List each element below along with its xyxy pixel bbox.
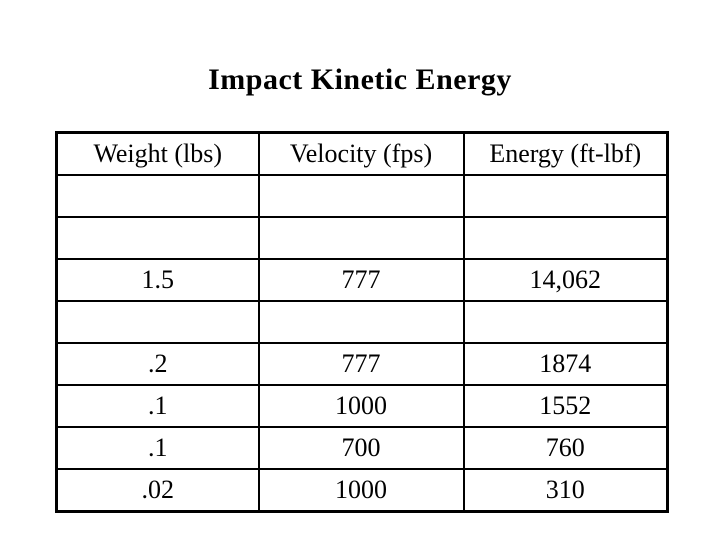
table-cell bbox=[462, 216, 669, 260]
table-row: .02 1000 310 bbox=[55, 468, 669, 513]
table-cell: .02 bbox=[55, 468, 260, 513]
table-cell: 777 bbox=[257, 258, 465, 302]
table-cell: 700 bbox=[257, 426, 465, 470]
table-cell bbox=[257, 174, 465, 218]
table-cell: 1552 bbox=[462, 384, 669, 428]
table-row: .1 1000 1552 bbox=[55, 384, 669, 428]
table-row bbox=[55, 300, 669, 344]
table-cell: .2 bbox=[55, 342, 260, 386]
table-cell: 1000 bbox=[257, 468, 465, 513]
table-cell bbox=[55, 216, 260, 260]
table-cell: .1 bbox=[55, 426, 260, 470]
table-cell bbox=[462, 174, 669, 218]
table-row: .1 700 760 bbox=[55, 426, 669, 470]
column-header-energy: Energy (ft-lbf) bbox=[462, 131, 669, 176]
table-header-row: Weight (lbs) Velocity (fps) Energy (ft-l… bbox=[55, 131, 669, 176]
table-cell bbox=[462, 300, 669, 344]
column-header-weight: Weight (lbs) bbox=[55, 131, 260, 176]
table-cell: 760 bbox=[462, 426, 669, 470]
table-row: 1.5 777 14,062 bbox=[55, 258, 669, 302]
table-cell bbox=[55, 174, 260, 218]
table-row bbox=[55, 216, 669, 260]
slide-title: Impact Kinetic Energy bbox=[208, 63, 512, 96]
table-cell bbox=[257, 216, 465, 260]
table-cell: 1874 bbox=[462, 342, 669, 386]
table-cell: 310 bbox=[462, 468, 669, 513]
table-cell: .1 bbox=[55, 384, 260, 428]
table-cell: 777 bbox=[257, 342, 465, 386]
table-cell bbox=[257, 300, 465, 344]
table-row bbox=[55, 174, 669, 218]
table-cell: 14,062 bbox=[462, 258, 669, 302]
table-cell: 1000 bbox=[257, 384, 465, 428]
table-row: .2 777 1874 bbox=[55, 342, 669, 386]
table-cell bbox=[55, 300, 260, 344]
impact-kinetic-energy-table: Weight (lbs) Velocity (fps) Energy (ft-l… bbox=[55, 131, 669, 513]
column-header-velocity: Velocity (fps) bbox=[257, 131, 465, 176]
table-cell: 1.5 bbox=[55, 258, 260, 302]
